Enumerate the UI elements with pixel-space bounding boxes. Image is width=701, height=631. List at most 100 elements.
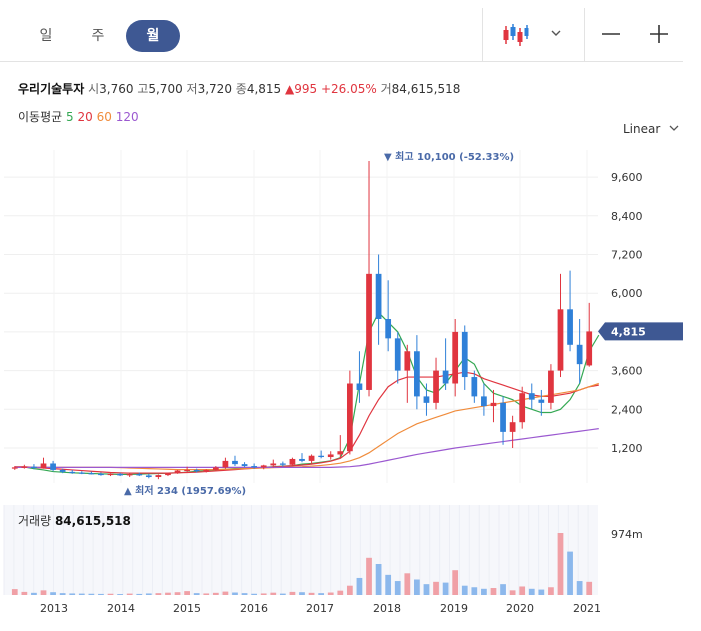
candle-body [490,402,497,407]
candle-body [576,344,583,365]
volume-value: 84,615,518 [391,82,461,96]
close-label: 종 [235,82,247,96]
candle-body [346,383,353,452]
scale-dropdown-icon [669,125,679,131]
candle-body [461,331,468,378]
year-tick-label: 2013 [40,602,68,615]
candle-body [107,473,114,476]
volume-bar [538,589,545,595]
volume-bar [260,593,267,595]
toolbar-divider [482,8,483,62]
candle-body [308,455,315,461]
price-tick-label: 9,600 [611,171,643,184]
candle-body [404,351,411,371]
candle-body [481,396,487,407]
high-value: 5,700 [148,82,183,96]
candle-body [174,470,181,474]
volume-bar [136,593,143,595]
price-tick-label: 6,000 [611,287,643,300]
volume-bar [308,592,315,595]
candle-body [548,370,554,403]
volume-bar [222,591,229,595]
volume-bar [318,593,325,595]
volume-bar [251,593,258,595]
volume-bar [232,592,238,595]
candle-body [59,469,66,472]
volume-bar [270,592,277,595]
candlestick-series [11,160,593,480]
candle-body [232,460,238,465]
volume-bar [107,593,114,595]
zoom-in-button[interactable] [644,20,678,50]
volume-bar [31,592,37,595]
zoom-out-button[interactable] [596,20,630,50]
year-tick-label: 2020 [506,602,534,615]
candle-body [11,467,18,469]
current-price-label: 4,815 [611,325,646,338]
candle-body [155,475,162,478]
year-tick-label: 2019 [440,602,468,615]
ma60-label: 60 [96,110,112,124]
candle-body [528,393,535,400]
volume-bar [289,591,296,595]
volume-bar [184,591,190,595]
volume-panel-label: 거래량 84,615,518 [18,512,131,529]
volume-series [3,505,598,595]
lowest-price-annotation: ▲ 최저 234 (1957.69%) [124,484,246,497]
ma-line-120 [14,428,599,468]
candle-body [500,402,506,432]
time-axis: 2013 2014 2015 2016 2017 2018 2019 2020 2021 [40,602,601,615]
volume-bar [490,588,497,595]
minus-icon [602,33,620,35]
volume-label: 거 [380,82,392,96]
volume-bar [509,590,516,595]
candle-body [241,464,248,467]
price-tick-label: 1,200 [611,442,643,455]
candle-body [21,466,28,468]
volume-bar [327,592,334,595]
price-tick-label: 2,400 [611,403,643,416]
volume-bar [155,593,162,595]
volume-bar [394,581,401,595]
volume-bar [98,593,104,595]
candle-body [260,465,267,468]
candle-body [394,338,401,371]
volume-bar [586,581,593,595]
price-tick-label: 3,600 [611,365,643,378]
volume-bar [519,586,526,595]
stock-summary: 우리기술투자 시3,760 고5,700 저3,720 종4,815 ▲995 … [18,80,460,97]
chart-toolbar: 일 주 월 [0,0,683,62]
volume-bar [212,592,219,595]
current-price-tag: 4,815 [598,322,683,341]
volume-bar [548,587,554,595]
volume-bar [423,584,430,595]
candle-body [586,331,593,366]
year-tick-label: 2014 [107,602,135,615]
candle-body [452,331,459,384]
volume-bar [461,585,468,595]
volume-bar [203,593,210,595]
moving-average-lines [14,311,600,476]
candle-body [31,466,37,468]
price-tick-label: 7,200 [611,249,643,262]
volume-bar [50,592,56,595]
chart-type-dropdown-icon[interactable] [549,26,563,40]
period-day-tab[interactable]: 일 [39,28,53,44]
candle-body [471,377,478,397]
candle-body [327,454,334,458]
moving-average-label: 이동평균 [18,110,63,124]
close-value: 4,815 [246,82,282,96]
candle-body [88,473,95,475]
chart-type-button[interactable] [500,20,534,50]
candle-body [251,466,258,468]
period-month-tab[interactable]: 월 [126,20,180,52]
volume-bar [78,593,85,595]
scale-selector[interactable]: Linear [623,122,680,136]
volume-bar [567,551,573,595]
open-label: 시 [88,82,100,96]
year-tick-label: 2018 [373,602,401,615]
period-week-tab[interactable]: 주 [91,28,105,44]
volume-bar [433,581,439,595]
